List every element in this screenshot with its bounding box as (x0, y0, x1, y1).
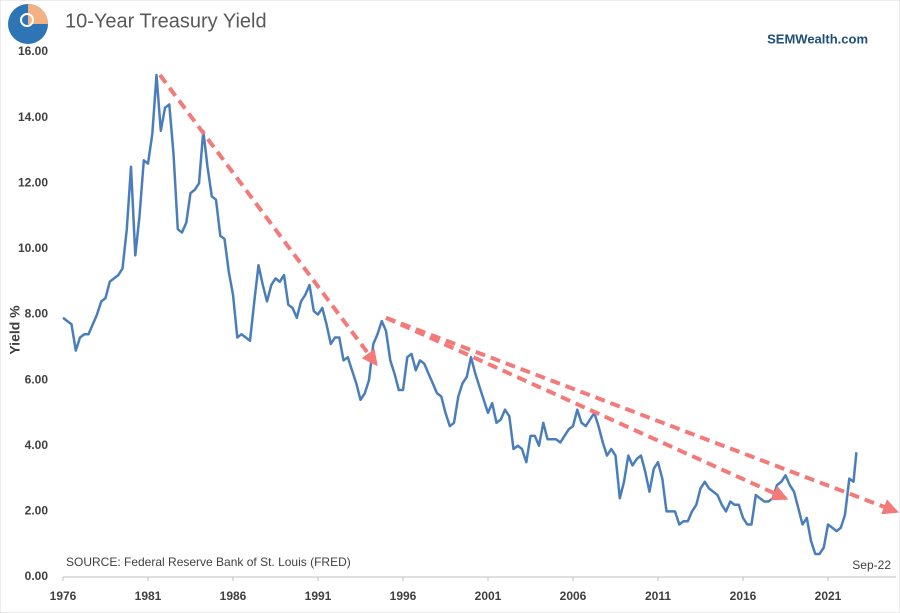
chart-title: 10-Year Treasury Yield (65, 10, 267, 32)
y-tick-label: 16.00 (18, 44, 48, 58)
end-label: Sep-22 (852, 558, 891, 572)
logo (8, 4, 48, 44)
y-tick-label: 4.00 (25, 438, 49, 452)
y-tick-label: 2.00 (25, 504, 49, 518)
x-tick-label: 1996 (390, 589, 417, 603)
yield-line (62, 73, 858, 556)
source-note: SOURCE: Federal Reserve Bank of St. Loui… (66, 555, 351, 569)
x-tick-label: 2011 (645, 589, 671, 603)
x-tick-label: 1976 (50, 589, 77, 603)
y-tick-label: 8.00 (25, 307, 49, 321)
y-axis-title: Yield % (7, 305, 23, 355)
plot: 0.00 2.00 4.00 6.00 8.00 10.00 12.00 14.00 16.00… (18, 44, 899, 603)
trend-arrow (385, 315, 789, 501)
y-tick-label: 12.00 (18, 175, 48, 189)
x-tick-label: 1991 (305, 589, 332, 603)
x-tick-label: 1986 (220, 589, 247, 603)
x-tick-label: 2021 (815, 589, 842, 603)
y-tick-label: 14.00 (18, 110, 48, 124)
x-tick-label: 1981 (135, 589, 162, 603)
y-tick-label: 0.00 (25, 569, 49, 583)
trend-arrow (385, 315, 899, 515)
y-tick-label: 6.00 (25, 372, 49, 386)
brand: SEMWealth.com (767, 31, 868, 46)
x-tick-label: 2001 (475, 589, 502, 603)
trend-arrow (158, 73, 378, 367)
x-tick-label: 2006 (560, 589, 587, 603)
x-tick-label: 2016 (730, 589, 757, 603)
y-tick-label: 10.00 (18, 241, 48, 255)
